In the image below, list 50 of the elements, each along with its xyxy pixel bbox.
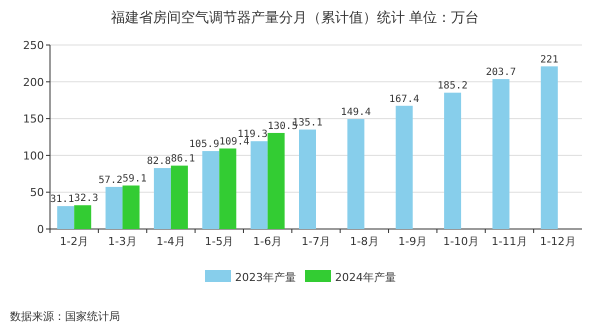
source-note: 数据来源：国家统计局 — [10, 310, 120, 323]
x-tick-label: 1-5月 — [204, 235, 234, 248]
x-tick-label: 1-12月 — [540, 235, 576, 248]
x-tick-label: 1-8月 — [350, 235, 379, 248]
x-tick-label: 1-11月 — [491, 235, 528, 248]
bar — [299, 130, 316, 229]
bar — [122, 186, 140, 229]
y-tick-label: 150 — [23, 112, 44, 126]
legend-label: 2024年产量 — [335, 271, 396, 284]
data-label: 167.4 — [389, 94, 420, 105]
bar — [106, 186, 123, 229]
y-tick-label: 100 — [23, 149, 44, 162]
x-tick-label: 1-9月 — [398, 235, 428, 248]
y-tick-label: 0 — [37, 223, 44, 236]
x-tick-label: 1-3月 — [108, 235, 138, 248]
data-label: 57.2 — [98, 174, 123, 186]
bar — [57, 206, 74, 229]
chart-title: 福建省房间空气调节器产量分月（累计值）统计 单位：万台 — [110, 10, 480, 26]
x-tick-label: 1-2月 — [60, 235, 89, 248]
data-label: 203.7 — [486, 67, 516, 78]
bar — [74, 205, 92, 229]
y-tick-label: 50 — [30, 186, 44, 200]
bar — [444, 92, 462, 229]
x-tick-label: 1-10月 — [443, 235, 480, 248]
x-tick-label: 1-7月 — [302, 235, 330, 248]
legend-label: 2023年产量 — [235, 271, 296, 284]
data-label: 105.9 — [189, 139, 220, 150]
bar — [202, 151, 220, 229]
bar — [154, 168, 171, 229]
x-tick-label: 1-6月 — [253, 235, 282, 248]
bar — [396, 106, 413, 229]
data-label: 185.2 — [438, 80, 468, 92]
x-tick-label: 1-4月 — [156, 235, 186, 248]
data-label: 221 — [540, 54, 558, 66]
data-label: 109.4 — [219, 136, 250, 148]
data-label: 31.1 — [50, 194, 74, 206]
y-tick-label: 200 — [23, 76, 44, 89]
bar — [492, 79, 510, 229]
bar — [219, 148, 236, 229]
y-tick-label: 250 — [23, 39, 44, 52]
data-label: 32.3 — [74, 193, 98, 204]
bar — [170, 166, 188, 229]
bar — [268, 132, 285, 229]
bar — [347, 119, 364, 229]
bar — [540, 66, 558, 229]
data-label: 82.8 — [146, 156, 171, 168]
data-label: 149.4 — [340, 107, 371, 118]
data-label: 59.1 — [122, 174, 147, 184]
data-label: 86.1 — [170, 154, 196, 165]
bar — [250, 141, 268, 229]
